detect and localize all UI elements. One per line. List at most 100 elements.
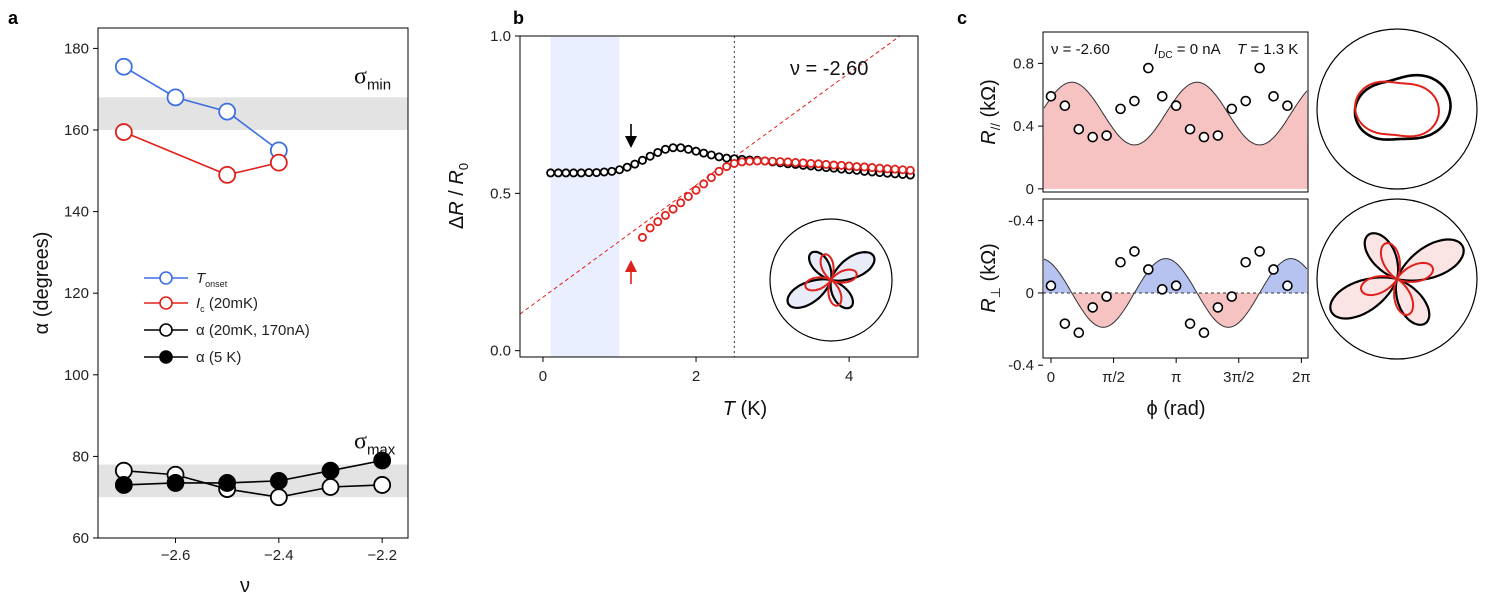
panel-a-point bbox=[218, 165, 237, 184]
panel-c-bottom-fill-negative bbox=[1044, 258, 1307, 293]
panel-c-annotation-nu: ν = -2.60 bbox=[1051, 41, 1110, 58]
panel-b-inset-red-lobes bbox=[804, 253, 858, 307]
panel-c-bottom-point bbox=[1184, 318, 1196, 329]
panel-b-point-black bbox=[615, 165, 625, 175]
panel-a-point bbox=[321, 478, 340, 496]
panel-b-point-black bbox=[668, 143, 678, 153]
panel-b-point-red bbox=[798, 158, 808, 168]
panel-b-point-red bbox=[867, 163, 877, 173]
panel-a-ytick-label: 160 bbox=[64, 122, 89, 139]
panel-c-xtick-label: π bbox=[1171, 369, 1181, 386]
panel-a-point bbox=[166, 88, 185, 107]
panel-b-xtick-label: 4 bbox=[845, 368, 853, 385]
panel-b-point-red bbox=[852, 162, 862, 172]
panel-c-top-point bbox=[1129, 95, 1140, 107]
panel-b-point-black bbox=[653, 147, 663, 157]
panel-b-frame bbox=[519, 35, 919, 358]
panel-a-xtick-label: −2.2 bbox=[367, 547, 397, 564]
panel-b-point-black bbox=[699, 148, 709, 158]
panel-b-point-red bbox=[691, 185, 701, 195]
panel-c-xtick-label: 0 bbox=[1047, 369, 1055, 386]
panel-b-annotation: ν = -2.60 bbox=[790, 58, 868, 80]
sigma-band-label-0: σmin bbox=[354, 63, 391, 93]
panel-a-point bbox=[218, 474, 237, 492]
panel-a-xtick-label: −2.6 bbox=[161, 547, 191, 564]
sigma-band-0 bbox=[98, 97, 408, 130]
panel-c-bottom-ytick-label: -0.4 bbox=[1008, 213, 1034, 230]
panel-a-point bbox=[269, 488, 288, 507]
panel-b-point-red bbox=[653, 217, 663, 227]
panel-c-chart: 0 0.4 0.8 -0.4 0 -0.4 0 π/2 π 3π/2 2π ν = -2.60 I… bbox=[978, 28, 1478, 420]
panel-b-point-red bbox=[706, 173, 716, 183]
panel-b-point-red bbox=[637, 232, 647, 242]
panel-a-point bbox=[269, 153, 288, 172]
panel-b-point-black bbox=[622, 162, 632, 172]
panel-a-point bbox=[269, 471, 288, 490]
panel-b-point-red bbox=[660, 210, 670, 220]
panel-c-top-point bbox=[1226, 103, 1238, 115]
panel-c-polar-top-red bbox=[1354, 80, 1440, 138]
panel-b-point-black bbox=[660, 144, 670, 154]
panel-a-point bbox=[114, 57, 133, 76]
panel-a-point bbox=[218, 102, 237, 121]
panel-c-polar-bottom-red-lobes bbox=[1359, 241, 1435, 317]
panel-a-series-line-1 bbox=[123, 131, 280, 176]
panel-c-top-point bbox=[1073, 123, 1085, 135]
panel-b-point-red bbox=[882, 164, 892, 174]
panel-a-series-line-0 bbox=[123, 66, 280, 152]
panel-a-chart: 60 80 100 120 140 160 180 −2.6 −2.4 −2.2 ν α (deg… bbox=[31, 27, 409, 597]
panel-b-point-black bbox=[569, 168, 579, 178]
panel-b-point-black bbox=[691, 146, 701, 156]
panel-a-point bbox=[321, 461, 340, 480]
panel-b-point-red bbox=[783, 157, 793, 167]
panel-c-top-point bbox=[1212, 130, 1224, 141]
panel-a-xlabel: ν bbox=[240, 575, 250, 597]
panel-a-point bbox=[373, 451, 392, 470]
panel-c-top-point bbox=[1045, 91, 1057, 102]
panel-a-ytick-label: 180 bbox=[64, 40, 89, 57]
panel-a-ytick-label: 60 bbox=[72, 530, 89, 547]
panel-label-a: a bbox=[8, 8, 19, 28]
panel-c-bottom-point bbox=[1156, 284, 1168, 295]
panel-c-polar-top-circle bbox=[1316, 28, 1478, 190]
black-arrow-icon bbox=[625, 124, 637, 148]
panel-c-bottom-point bbox=[1198, 327, 1210, 339]
panel-c-polar-bottom-black-lobes bbox=[1329, 232, 1465, 326]
panel-c-bottom-frame bbox=[1042, 198, 1309, 359]
panel-b-point-red bbox=[645, 223, 655, 233]
panel-c-annotation-t: T = 1.3 K bbox=[1237, 41, 1298, 58]
panel-a-ytick-label: 140 bbox=[64, 204, 89, 221]
panel-a-point bbox=[373, 476, 392, 494]
panel-a-legend: Tonset Ic (20mK) α (20mK, 170nA) α (5 K) bbox=[144, 270, 310, 366]
panel-c-bottom-point bbox=[1101, 291, 1112, 302]
panel-c-xtick-label: 2π bbox=[1292, 369, 1311, 386]
panel-c-bottom-point bbox=[1087, 302, 1099, 313]
panel-c-bottom-point bbox=[1226, 291, 1238, 302]
panel-c-top-point bbox=[1282, 100, 1293, 112]
panel-b-ylabel: ΔR / R0 bbox=[446, 163, 471, 229]
red-arrow-icon bbox=[625, 260, 637, 284]
panel-a-ytick-label: 120 bbox=[64, 285, 89, 302]
legend-marker-0 bbox=[159, 271, 173, 285]
panel-b-point-red bbox=[791, 158, 801, 168]
panel-b-point-red bbox=[806, 158, 816, 168]
panel-b-point-red bbox=[898, 165, 908, 175]
panel-b-shaded-region bbox=[550, 37, 620, 357]
panel-b-point-red bbox=[775, 157, 785, 167]
panel-b-point-black bbox=[599, 167, 609, 177]
panel-c-bottom-point bbox=[1115, 256, 1126, 268]
panel-b-point-black bbox=[714, 152, 724, 162]
panel-c-annotation-idc: IDC = 0 nA bbox=[1154, 41, 1221, 61]
legend-label-2: α (20mK, 170nA) bbox=[196, 322, 310, 339]
panel-c-top-ytick-label: 0 bbox=[1026, 181, 1034, 198]
panel-b-point-red bbox=[844, 161, 854, 171]
panel-a-xtick-label: −2.4 bbox=[264, 547, 294, 564]
panel-b-point-black bbox=[706, 150, 716, 160]
panel-c-top-ytick-label: 0.4 bbox=[1013, 118, 1034, 135]
panel-b-point-red bbox=[859, 162, 869, 172]
sigma-band-label-1: σmax bbox=[354, 429, 396, 459]
panel-c-bottom-ylabel: R⊥ (kΩ) bbox=[978, 243, 1003, 313]
panel-b-xtick-label: 2 bbox=[692, 368, 700, 385]
panel-c-top-point bbox=[1184, 123, 1196, 135]
panel-b-point-red bbox=[752, 156, 762, 166]
